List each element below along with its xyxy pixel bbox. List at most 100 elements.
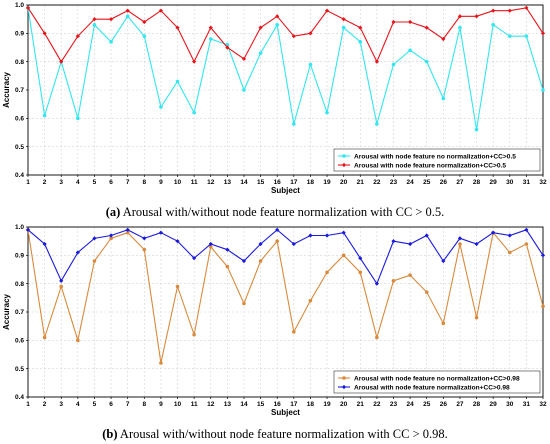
chart-a-x-tick-label: 3 [59, 179, 63, 186]
chart-a-legend: Arousal with node feature no normalizati… [333, 148, 541, 172]
chart-b-series-2-point [142, 236, 147, 241]
chart-a-x-tick-label: 27 [456, 179, 464, 186]
chart-a-x-tick-label: 19 [323, 179, 331, 186]
chart-b-legend-swatch-marker [342, 376, 346, 380]
chart-a-series-2-point [108, 17, 114, 22]
chart-b-series-2-point [424, 233, 429, 238]
chart-b-series-2-point [175, 239, 180, 244]
chart-a-series-1-point [275, 23, 279, 27]
chart-a-svg: 0.40.50.60.70.80.91.01 2 3 4 5 6 7 8 9 10 11 12 13 14… [2, 2, 547, 195]
chart-a-series-1-point [76, 116, 80, 121]
chart-a-x-tick-label: 31 [523, 179, 531, 186]
chart-b-legend-box [333, 370, 541, 394]
chart-a-x-tick-label: 6 [109, 179, 113, 186]
chart-a-series-1-point [208, 37, 213, 41]
chart-a-y-tick-label: 0.8 [15, 59, 24, 66]
chart-a: 0.4 0.5 0.6 0.7 0.8 0.9 1.0 1 2 3 4 5 6 7 8 9 10 11 12 13 14… [0, 0, 550, 205]
chart-b-series-2-point [25, 227, 31, 232]
chart-b-series-1-point [391, 279, 396, 283]
chart-a-series-1-point [491, 23, 495, 27]
chart-b-x-tick-label: 4 [76, 401, 80, 408]
chart-b-series-2-point [308, 233, 313, 238]
chart-a-series-2-point [507, 8, 512, 13]
chart-a-series-1-point [242, 88, 246, 92]
chart-a-legend-swatch-marker [341, 162, 347, 168]
chart-a-series-1 [26, 6, 545, 132]
chart-b-series-2 [25, 227, 546, 286]
chart-a-legend-entry-2: Arousal with node feature normalization+… [338, 162, 506, 169]
chart-a-series-2-point [491, 8, 496, 13]
chart-b-series-1-point [142, 247, 147, 252]
chart-a-series-1-point [458, 25, 462, 30]
chart-b-x-tick-label: 7 [126, 401, 130, 408]
chart-b-x-tick-label: 12 [207, 401, 215, 408]
chart-a-x-ticks: 1 2 3 4 5 6 7 8 9 10 11 12 13 14 15 16 17 18 19 20 21 22 23 24 2… [26, 175, 547, 186]
chart-b-series-1-point [325, 270, 329, 275]
chart-b-x-tick-label: 18 [307, 401, 315, 408]
chart-a-series-2-point [324, 8, 330, 13]
chart-a-x-tick-label: 15 [257, 179, 265, 186]
chart-b-x-tick-label: 10 [174, 401, 182, 408]
chart-a-y-tick-label: 0.9 [15, 31, 24, 38]
chart-b-x-tick-label: 22 [373, 401, 381, 408]
chart-b-x-tick-label: 11 [191, 401, 198, 408]
chart-a-x-tick-label: 20 [340, 179, 348, 186]
chart-b-y-axis-title: Accuracy [2, 293, 11, 330]
chart-b-series-2-point [407, 241, 413, 247]
chart-b-x-tick-label: 21 [357, 401, 365, 408]
chart-a-series-1-point [325, 110, 329, 115]
chart-b-svg: 0.40.50.60.70.80.91.01 2 3 4 5 6 7 8 9 10 11 12 13 14… [2, 224, 547, 417]
chart-a-series-2-point [524, 5, 529, 10]
chart-a-x-tick-label: 10 [174, 179, 182, 186]
chart-a-series-1-point [474, 127, 479, 132]
chart-a-x-tick-label: 4 [76, 179, 80, 186]
chart-b-x-tick-label: 2 [43, 401, 47, 408]
chart-b-series-2-point [42, 241, 47, 247]
chart-b-series-2-point [524, 227, 529, 232]
chart-a-series-2-point [258, 25, 263, 30]
chart-a-series-2-point [125, 8, 130, 13]
chart-b-legend-entry-2: Arousal with node feature normalization+… [338, 384, 510, 391]
chart-b-series-1-line [27, 229, 544, 364]
chart-b-series-2-point [208, 241, 213, 247]
chart-b-series-2-point [125, 227, 130, 232]
chart-b-series-1-point [458, 242, 462, 246]
chart-a-series-1-point [159, 105, 163, 109]
chart-b-series-1-point [474, 315, 479, 320]
chart-a-series-2-point [424, 25, 429, 30]
chart-b-y-tick-label: 1.0 [15, 224, 24, 231]
chart-b-x-tick-label: 5 [93, 401, 97, 408]
chart-b-x-tick-label: 24 [406, 401, 414, 408]
caption-b-text: Arousal with/without node feature normal… [117, 427, 448, 441]
chart-b-series-1-point [541, 304, 545, 309]
chart-a-x-tick-label: 32 [539, 179, 547, 186]
chart-a-series-2-point [192, 59, 197, 64]
chart-a-legend-swatch-marker [342, 154, 346, 158]
chart-a-y-tick-label: 0.5 [15, 144, 24, 151]
chart-a-series-2-point [391, 19, 396, 25]
chart-b-x-tick-label: 31 [523, 401, 531, 408]
chart-b-series-1-point [292, 330, 296, 334]
chart-a-series-2-point [308, 31, 313, 36]
chart-a-x-tick-label: 18 [307, 179, 315, 186]
chart-b-legend-swatch-marker [341, 384, 347, 390]
chart-a-y-tick-label: 0.7 [15, 87, 24, 94]
chart-a-x-tick-label: 26 [440, 179, 448, 186]
chart-b-legend-label: Arousal with node feature no normalizati… [354, 375, 520, 382]
chart-a-series-2-point [457, 14, 463, 19]
chart-a-series-2-point [358, 25, 363, 30]
caption-b: (b) Arousal with/without node feature no… [0, 426, 550, 443]
chart-a-y-tick-label: 0.4 [15, 172, 24, 179]
chart-a-legend-entry-1: Arousal with node feature no normalizati… [338, 153, 516, 160]
chart-b-y-tick-label: 0.5 [15, 366, 24, 373]
chart-b-series-1-point [408, 273, 412, 277]
chart-a-x-tick-label: 21 [357, 179, 365, 186]
chart-a-series-1-point [109, 40, 113, 44]
chart-a-series-2-point [341, 17, 346, 22]
chart-a-series-2-point [142, 19, 147, 25]
chart-a-series-2-point [25, 5, 31, 10]
chart-b-series-1-point [258, 259, 263, 263]
chart-a-series-2-point [42, 31, 47, 36]
chart-a-legend-label: Arousal with node feature no normalizati… [354, 153, 516, 160]
chart-b-x-tick-label: 17 [290, 401, 298, 408]
